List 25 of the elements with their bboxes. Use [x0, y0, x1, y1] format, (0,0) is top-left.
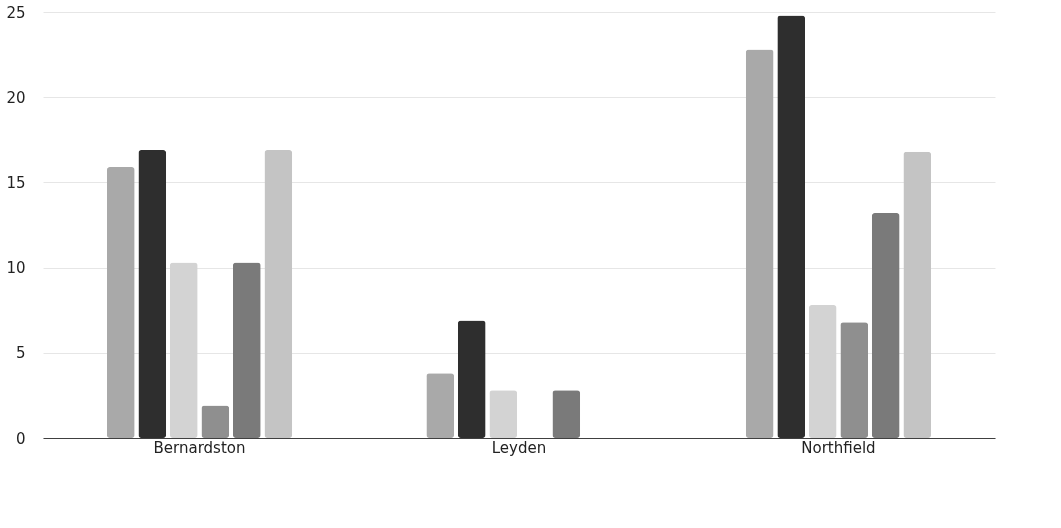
y-tick-label: 15 — [6, 173, 26, 192]
bar — [426, 373, 455, 438]
y-tick-label: 10 — [6, 259, 26, 278]
x-tick-label: Bernardston — [153, 438, 246, 457]
bar — [138, 150, 167, 438]
y-tick-label: 20 — [6, 88, 26, 107]
bar — [489, 390, 518, 438]
bar — [201, 405, 230, 438]
y-tick-label: 25 — [6, 3, 26, 22]
bar — [903, 151, 932, 438]
bar — [457, 320, 486, 438]
bar — [840, 322, 869, 438]
bar — [552, 390, 581, 438]
bar — [232, 262, 261, 438]
bar — [808, 305, 837, 438]
bar — [777, 15, 806, 438]
bar — [871, 213, 900, 438]
bar — [264, 150, 293, 438]
x-tick-label: Northfield — [801, 438, 876, 457]
x-tick-label: Leyden — [491, 438, 547, 457]
y-tick-label: 5 — [15, 344, 26, 363]
bar — [106, 167, 135, 438]
bar — [169, 262, 198, 438]
bar — [745, 49, 774, 438]
y-tick-label: 0 — [15, 429, 26, 448]
